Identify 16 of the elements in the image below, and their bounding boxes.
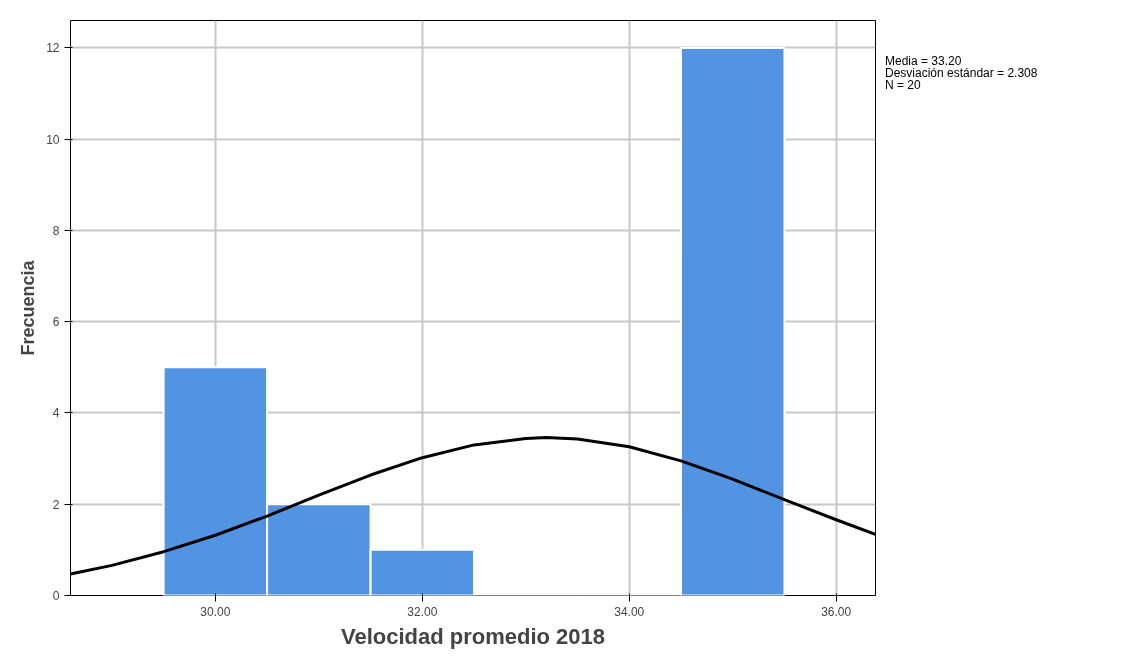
text: Desviación estándar = 2.308 (885, 66, 1038, 80)
y-tick-label: 0 (52, 589, 60, 603)
x-tick-label: 36.00 (821, 604, 852, 619)
y-axis-title: Frecuencia (18, 259, 39, 356)
y-tick-label: 10 (46, 132, 60, 147)
x-tick-label: 30.00 (200, 604, 231, 619)
text: N = 20 (885, 78, 921, 92)
y-tick-label: 4 (52, 406, 60, 421)
x-tick-label: 32.00 (407, 604, 438, 619)
x-tick-label: 34.00 (614, 604, 645, 619)
y-tick-label: 2 (52, 497, 60, 512)
y-tick-label: 12 (46, 41, 60, 56)
x-axis-title: Velocidad promedio 2018 (340, 623, 606, 649)
y-tick-label: 8 (52, 223, 60, 238)
y-tick-label: 6 (52, 315, 60, 330)
text: Media = 33.20 (885, 54, 962, 68)
